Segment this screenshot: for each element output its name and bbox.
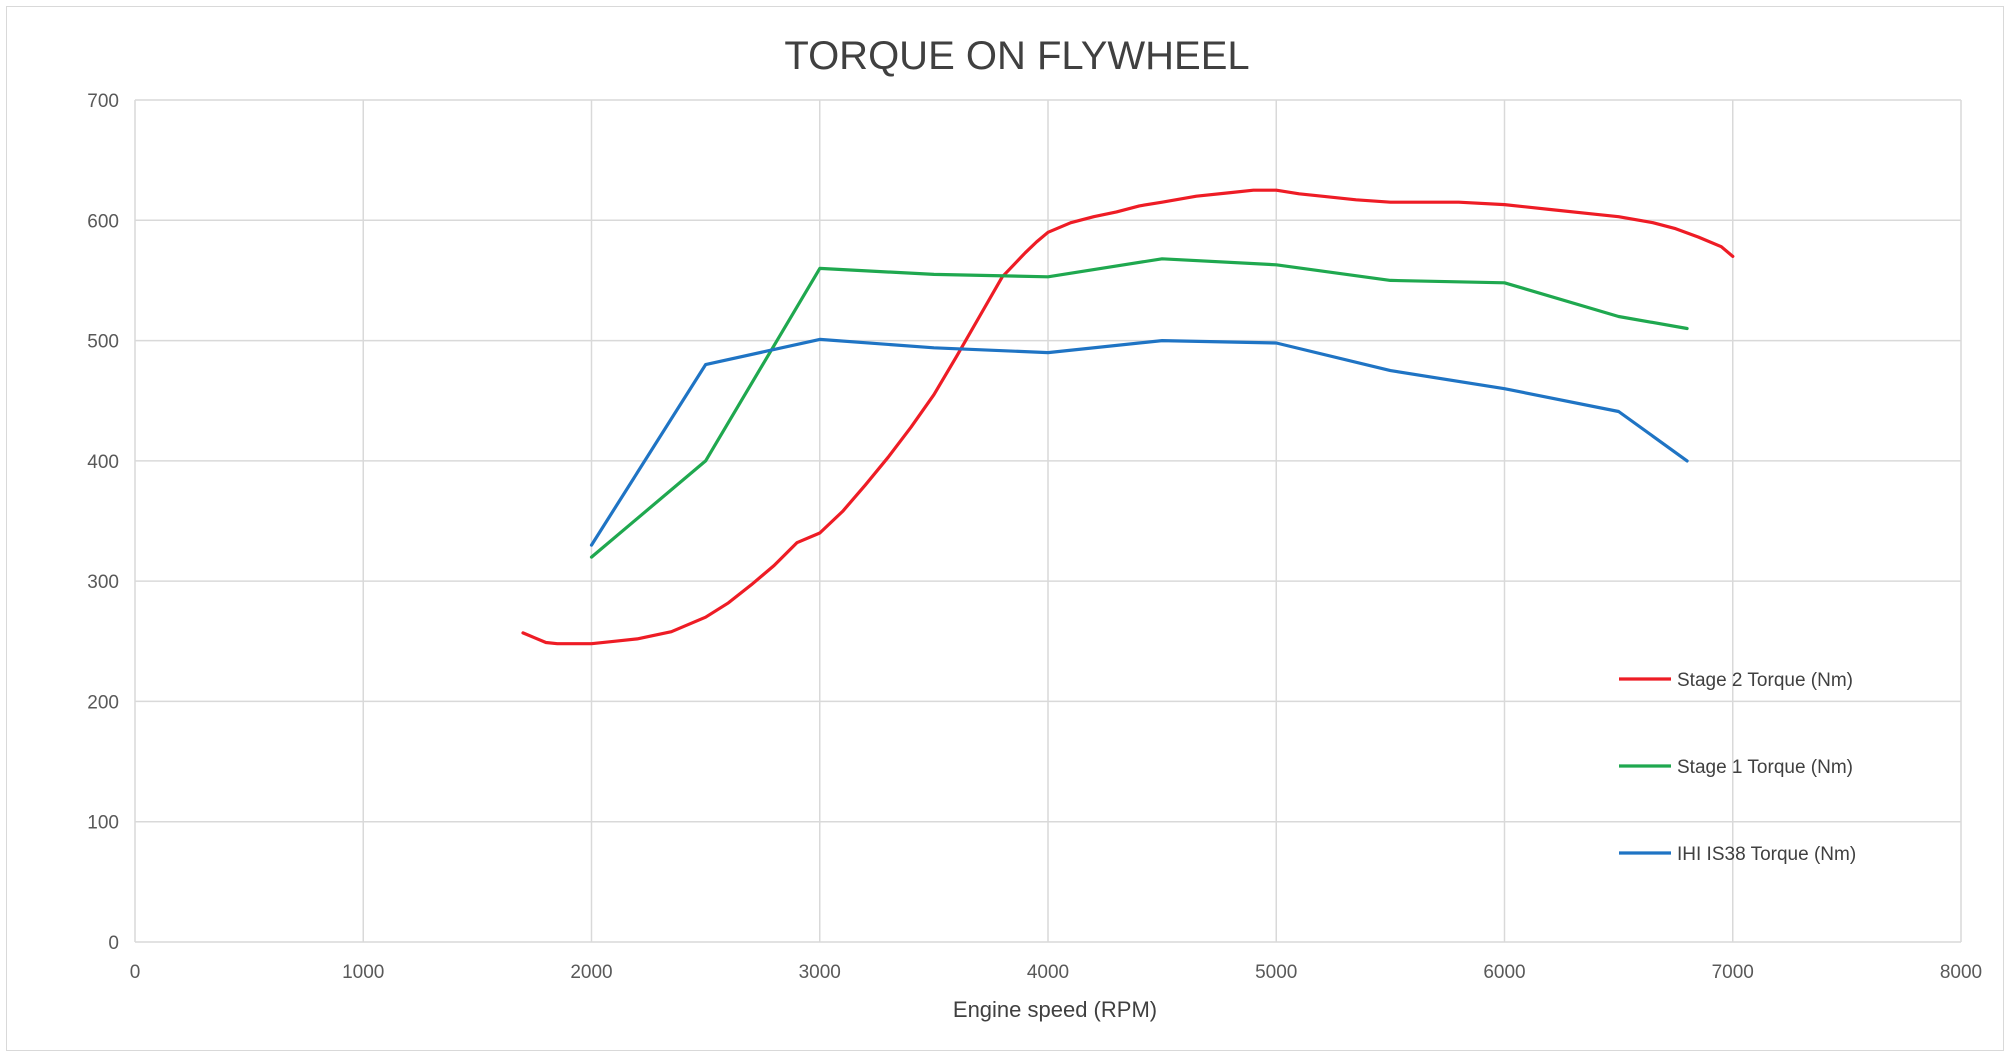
- x-tick-label: 7000: [1712, 962, 1754, 983]
- y-tick-label: 100: [87, 813, 119, 834]
- legend-label: Stage 2 Torque (Nm): [1677, 670, 1853, 691]
- y-tick-label: 0: [108, 933, 119, 954]
- x-tick-label: 4000: [1027, 962, 1069, 983]
- torque-chart: 0 1000 2000 3000 4000 5000 6000 7000 8000 0 100 200…: [87, 34, 1982, 1022]
- legend-label: Stage 1 Torque (Nm): [1677, 757, 1853, 778]
- series-line-2: [589, 257, 1689, 559]
- x-tick-label: 8000: [1940, 962, 1982, 983]
- y-tick-label: 500: [87, 332, 119, 353]
- tick-labels: 0 1000 2000 3000 4000 5000 6000 7000 8000 0 100 200…: [87, 91, 1982, 983]
- chart-title: TORQUE ON FLYWHEEL: [784, 34, 1249, 78]
- x-tick-label: 2000: [570, 962, 612, 983]
- x-axis-label: Engine speed (RPM): [953, 997, 1157, 1022]
- y-tick-label: 700: [87, 91, 119, 112]
- series-lines: [521, 188, 1735, 646]
- legend-label: IHI IS38 Torque (Nm): [1677, 844, 1856, 865]
- legend: Stage 2 Torque (Nm) Stage 1 Torque (Nm) IH…: [1619, 670, 1856, 865]
- y-tick-label: 300: [87, 572, 119, 593]
- gridlines: [134, 99, 1962, 943]
- y-tick-label: 200: [87, 692, 119, 713]
- x-tick-label: 5000: [1255, 962, 1297, 983]
- y-tick-label: 600: [87, 211, 119, 232]
- series-line-1: [521, 188, 1735, 646]
- x-tick-label: 6000: [1483, 962, 1525, 983]
- series-line-3: [589, 337, 1689, 547]
- x-tick-label: 0: [130, 962, 141, 983]
- x-tick-label: 3000: [799, 962, 841, 983]
- x-tick-label: 1000: [342, 962, 384, 983]
- chart-frame: 0 1000 2000 3000 4000 5000 6000 7000 8000 0 100 200…: [6, 6, 2004, 1051]
- y-tick-label: 400: [87, 452, 119, 473]
